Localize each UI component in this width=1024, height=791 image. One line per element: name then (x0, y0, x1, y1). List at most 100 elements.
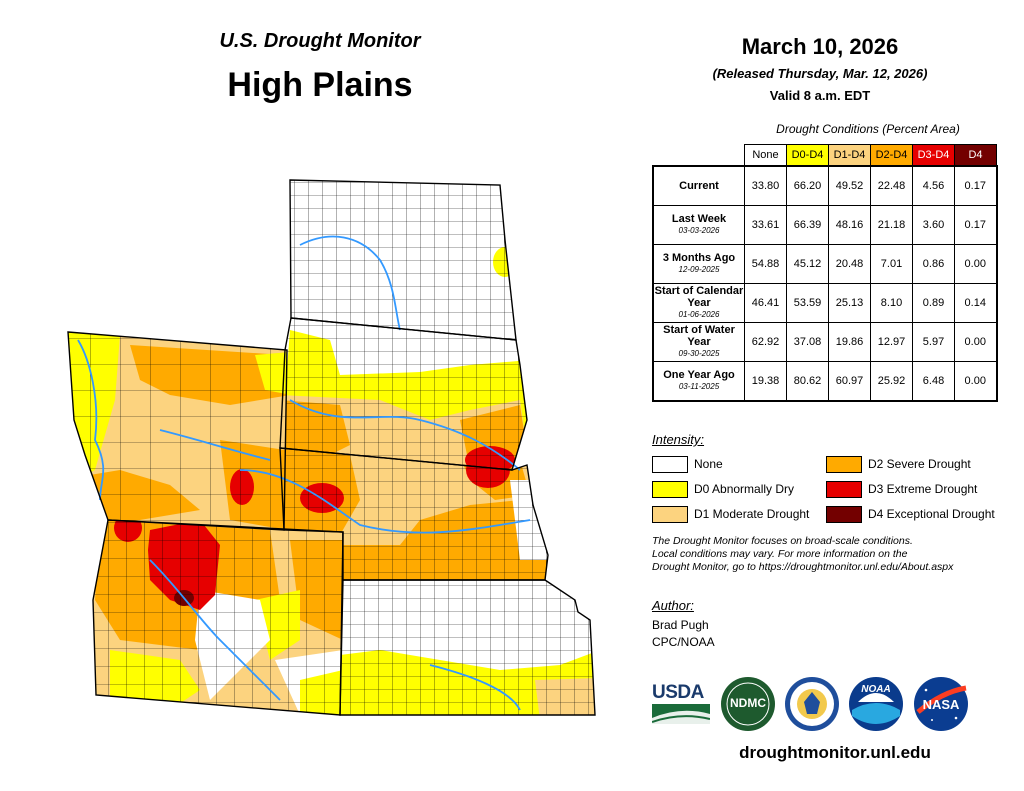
table-corner (653, 145, 745, 167)
note-line-3: Drought Monitor, go to https://droughtmo… (652, 561, 954, 573)
legend-swatch (652, 481, 688, 498)
table-cell: 7.01 (870, 244, 913, 284)
column-header-d0-d4: D0-D4 (786, 144, 829, 167)
table-cell: 0.00 (954, 244, 997, 284)
disclaimer-note: The Drought Monitor focuses on broad-sca… (652, 535, 1012, 574)
row-label: One Year Ago 03-11-2025 (652, 361, 745, 402)
row-label-text: 3 Months Ago (662, 252, 736, 264)
legend-label: D0 Abnormally Dry (694, 482, 795, 496)
row-date: 09-30-2025 (678, 349, 720, 358)
row-date: 03-03-2026 (678, 226, 720, 235)
table-cell: 66.39 (786, 205, 829, 245)
row-date: 03-11-2025 (678, 382, 720, 391)
table-row: Last Week 03-03-2026 33.61 66.39 48.16 21.18 3… (652, 205, 997, 245)
legend-label: None (694, 457, 723, 471)
legend-swatch (652, 456, 688, 473)
table-cell: 37.08 (786, 322, 829, 362)
legend-swatch (826, 506, 862, 523)
table-cell: 0.14 (954, 283, 997, 323)
table-cell: 54.88 (744, 244, 787, 284)
usda-logo-graphic (651, 704, 711, 724)
legend-label: D1 Moderate Drought (694, 507, 810, 521)
state-nebraska (280, 448, 548, 580)
table-cell: 12.97 (870, 322, 913, 362)
legend-label: D3 Extreme Drought (868, 482, 978, 496)
nasa-logo-text: NASA (922, 697, 960, 712)
column-header-d1-d4: D1-D4 (828, 144, 871, 167)
legend-label: D2 Severe Drought (868, 457, 971, 471)
table-cell: 19.86 (828, 322, 871, 362)
table-cell: 0.17 (954, 205, 997, 245)
table-cell: 60.97 (828, 361, 871, 402)
table-cell: 22.48 (870, 165, 913, 206)
rivers (77, 235, 531, 711)
state-kansas (340, 580, 595, 715)
state-south-dakota (280, 318, 527, 470)
table-cell: 33.80 (744, 165, 787, 206)
drought-conditions-table: None D0-D4 D1-D4 D2-D4 D3-D4 D4 Current 33.80 6… (652, 144, 998, 402)
nasa-logo: NASA (912, 676, 970, 732)
website-url[interactable]: droughtmonitor.unl.edu (739, 743, 931, 762)
table-cell: 0.86 (912, 244, 955, 284)
table-row: Start of Calendar Year 01-06-2026 46.41 53.… (652, 283, 997, 323)
drought-map (67, 179, 596, 716)
column-header-d4: D4 (954, 144, 997, 167)
legend-swatch (826, 456, 862, 473)
table-row: 3 Months Ago 12-09-2025 54.88 45.12 20.48 7.0… (652, 244, 997, 284)
legend-swatch (652, 506, 688, 523)
table-cell: 0.17 (954, 165, 997, 206)
author-name: Brad Pugh (652, 618, 709, 632)
row-label-text: Last Week (671, 213, 727, 225)
table-cell: 48.16 (828, 205, 871, 245)
row-label: Current (652, 165, 745, 206)
table-cell: 3.60 (912, 205, 955, 245)
table-cell: 62.92 (744, 322, 787, 362)
table-cell: 25.92 (870, 361, 913, 402)
table-cell: 21.18 (870, 205, 913, 245)
author-block: Brad Pugh CPC/NOAA (652, 617, 715, 651)
legend-label: D4 Exceptional Drought (868, 507, 995, 521)
state-north-dakota (290, 180, 516, 340)
table-header-row: None D0-D4 D1-D4 D2-D4 D3-D4 D4 (653, 144, 997, 167)
column-header-none: None (744, 144, 787, 167)
row-label-text: Start of Water Year (663, 324, 735, 348)
row-date: 12-09-2025 (678, 265, 720, 274)
table-cell: 80.62 (786, 361, 829, 402)
row-label: 3 Months Ago 12-09-2025 (652, 244, 745, 284)
author-heading: Author: (652, 598, 694, 613)
row-date: 01-06-2026 (678, 310, 720, 319)
table-row: Current 33.80 66.20 49.52 22.48 4.56 0.17 (652, 165, 997, 206)
table-cell: 8.10 (870, 283, 913, 323)
legend-heading: Intensity: (652, 432, 705, 447)
table-title: Drought Conditions (Percent Area) (776, 122, 960, 136)
table-cell: 66.20 (786, 165, 829, 206)
valid-time: Valid 8 a.m. EDT (769, 88, 871, 103)
note-line-1: The Drought Monitor focuses on broad-sca… (652, 535, 913, 547)
table-row: One Year Ago 03-11-2025 19.38 80.62 60.97 25.… (652, 361, 997, 402)
table-cell: 53.59 (786, 283, 829, 323)
table-cell: 0.00 (954, 322, 997, 362)
row-label-text: Current (679, 180, 719, 192)
ndmc-logo: NDMC (720, 676, 776, 732)
noaa-logo-text: NOAA (861, 684, 891, 695)
table-body: Current 33.80 66.20 49.52 22.48 4.56 0.17 Last … (652, 165, 997, 402)
usda-logo: USDA (651, 682, 712, 726)
column-header-d2-d4: D2-D4 (870, 144, 913, 167)
table-cell: 33.61 (744, 205, 787, 245)
row-label: Start of Calendar Year 01-06-2026 (652, 283, 745, 323)
table-row: Start of Water Year 09-30-2025 62.92 37.08 1… (652, 322, 997, 362)
table-cell: 0.00 (954, 361, 997, 402)
table-cell: 6.48 (912, 361, 955, 402)
table-cell: 49.52 (828, 165, 871, 206)
row-label-text: Start of Calendar Year (654, 285, 744, 309)
table-cell: 45.12 (786, 244, 829, 284)
state-borders (67, 179, 596, 716)
table-cell: 20.48 (828, 244, 871, 284)
table-cell: 46.41 (744, 283, 787, 323)
doc-seal-logo (784, 676, 840, 732)
row-label: Start of Water Year 09-30-2025 (652, 322, 745, 362)
noaa-logo: NOAA (848, 676, 904, 732)
table-cell: 4.56 (912, 165, 955, 206)
table-cell: 5.97 (912, 322, 955, 362)
legend-swatch (826, 481, 862, 498)
